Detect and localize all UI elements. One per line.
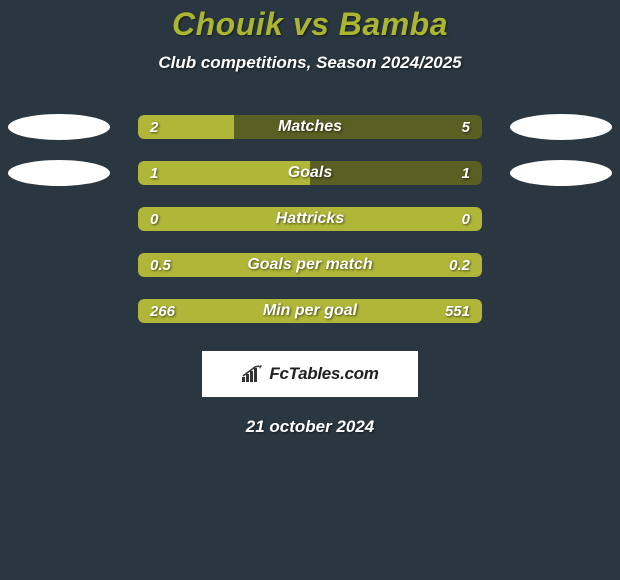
stat-label: Hattricks bbox=[138, 207, 482, 231]
stat-row: 266551Min per goal bbox=[0, 299, 620, 323]
stat-bar: 266551Min per goal bbox=[138, 299, 482, 323]
stat-row: 00Hattricks bbox=[0, 207, 620, 231]
stat-bar: 11Goals bbox=[138, 161, 482, 185]
stat-row: 0.50.2Goals per match bbox=[0, 253, 620, 277]
subtitle: Club competitions, Season 2024/2025 bbox=[0, 53, 620, 73]
date-text: 21 october 2024 bbox=[0, 417, 620, 437]
stats-rows: 25Matches 11Goals 00Hattricks 0.50.2Goals p… bbox=[0, 115, 620, 323]
logo-box[interactable]: FcTables.com bbox=[202, 351, 418, 397]
stat-label: Goals per match bbox=[138, 253, 482, 277]
player-right-ellipse bbox=[510, 160, 612, 186]
logo-inner: FcTables.com bbox=[241, 364, 378, 384]
player-left-ellipse bbox=[8, 160, 110, 186]
stat-label: Goals bbox=[138, 161, 482, 185]
stat-row: 25Matches bbox=[0, 115, 620, 139]
comparison-card: Chouik vs Bamba Club competitions, Seaso… bbox=[0, 0, 620, 437]
fctables-chart-icon bbox=[241, 365, 263, 383]
stat-row: 11Goals bbox=[0, 161, 620, 185]
stat-label: Min per goal bbox=[138, 299, 482, 323]
stat-bar: 00Hattricks bbox=[138, 207, 482, 231]
stat-bar: 25Matches bbox=[138, 115, 482, 139]
player-left-ellipse bbox=[8, 114, 110, 140]
player-right-ellipse bbox=[510, 114, 612, 140]
stat-label: Matches bbox=[138, 115, 482, 139]
logo-text: FcTables.com bbox=[269, 364, 378, 384]
page-title: Chouik vs Bamba bbox=[0, 6, 620, 43]
stat-bar: 0.50.2Goals per match bbox=[138, 253, 482, 277]
